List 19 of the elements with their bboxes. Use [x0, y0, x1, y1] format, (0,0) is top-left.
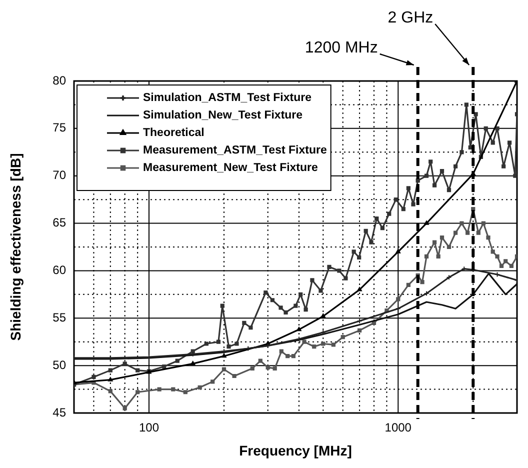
ref-line-label: 2 GHz — [388, 9, 434, 26]
legend-label: Theoretical — [143, 127, 204, 140]
y-tick-label: 50 — [52, 358, 66, 372]
y-axis-title: Shielding effectiveness [dB] — [7, 153, 24, 341]
x-tick-label: 1000 — [384, 420, 412, 435]
legend-label: Measurement_New_Test Fixture — [143, 162, 318, 174]
y-tick-label: 45 — [52, 405, 66, 420]
x-tick-label: 100 — [138, 420, 160, 435]
y-tick-label: 70 — [52, 168, 66, 182]
legend-label: Measurement_ASTM_Test Fixture — [143, 144, 327, 157]
x-axis-title: Frequency [MHz] — [239, 442, 352, 458]
y-tick-label: 80 — [52, 73, 66, 88]
legend-label: Simulation_ASTM_Test Fixture — [143, 92, 312, 104]
y-tick-label: 65 — [52, 216, 66, 230]
y-tick-label: 75 — [52, 120, 66, 135]
y-tick-label: 55 — [52, 310, 66, 324]
y-tick-label: 60 — [52, 263, 66, 278]
legend-label: Simulation_New_Test Fixture — [143, 110, 303, 122]
ref-line-label: 1200 MHz — [304, 39, 378, 56]
